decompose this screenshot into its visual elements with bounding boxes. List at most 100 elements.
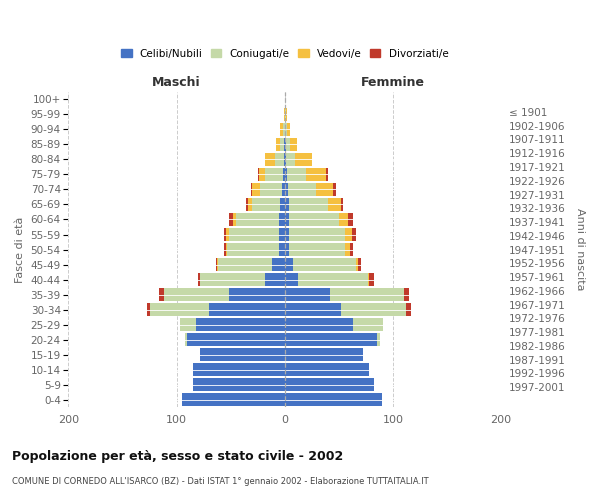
Bar (229, 228, 280, 241)
Bar (285, 258, 293, 271)
Bar (289, 198, 328, 211)
Bar (326, 168, 328, 181)
Bar (285, 183, 288, 196)
Bar (285, 153, 286, 166)
Bar (286, 138, 290, 150)
Bar (377, 334, 380, 346)
Bar (246, 198, 248, 211)
Bar (253, 198, 280, 211)
Bar (187, 334, 285, 346)
Bar (226, 228, 229, 241)
Text: Popolazione per età, sesso e stato civile - 2002: Popolazione per età, sesso e stato civil… (12, 450, 343, 463)
Bar (280, 243, 285, 256)
Bar (272, 258, 285, 271)
Bar (209, 304, 285, 316)
Bar (289, 213, 339, 226)
Bar (358, 258, 361, 271)
Bar (193, 364, 285, 376)
Bar (285, 108, 286, 120)
Bar (248, 198, 253, 211)
Bar (283, 168, 285, 181)
Bar (284, 153, 285, 166)
Bar (149, 304, 209, 316)
Bar (265, 168, 283, 181)
Y-axis label: Fasce di età: Fasce di età (15, 216, 25, 282)
Bar (224, 243, 226, 256)
Bar (285, 348, 362, 361)
Bar (285, 304, 341, 316)
Bar (368, 273, 369, 286)
Bar (196, 318, 285, 331)
Bar (285, 243, 289, 256)
Bar (180, 318, 196, 331)
Bar (280, 123, 283, 136)
Bar (198, 273, 200, 286)
Bar (406, 304, 412, 316)
Bar (293, 258, 356, 271)
Bar (218, 258, 272, 271)
Bar (285, 334, 377, 346)
Bar (346, 243, 350, 256)
Bar (265, 153, 275, 166)
Bar (233, 213, 236, 226)
Bar (229, 288, 285, 301)
Bar (285, 213, 289, 226)
Bar (289, 228, 346, 241)
Bar (287, 168, 307, 181)
Bar (276, 138, 280, 150)
Bar (346, 228, 352, 241)
Bar (283, 123, 285, 136)
Bar (289, 243, 346, 256)
Bar (290, 138, 297, 150)
Bar (275, 153, 284, 166)
Bar (285, 198, 289, 211)
Bar (148, 304, 149, 316)
Bar (259, 168, 265, 181)
Bar (200, 348, 285, 361)
Bar (251, 183, 253, 196)
Bar (352, 228, 356, 241)
Bar (341, 198, 343, 211)
Bar (285, 138, 286, 150)
Bar (215, 258, 217, 271)
Bar (258, 168, 259, 181)
Bar (287, 123, 290, 136)
Legend: Celibi/Nubili, Coniugati/e, Vedovi/e, Divorziati/e: Celibi/Nubili, Coniugati/e, Vedovi/e, Di… (117, 44, 452, 62)
Bar (285, 123, 287, 136)
Bar (236, 213, 280, 226)
Bar (200, 273, 265, 286)
Bar (316, 183, 334, 196)
Bar (224, 228, 226, 241)
Bar (265, 273, 285, 286)
Bar (285, 288, 330, 301)
Bar (285, 228, 289, 241)
Bar (280, 228, 285, 241)
Bar (229, 213, 233, 226)
Bar (286, 153, 295, 166)
Bar (193, 378, 285, 391)
Bar (285, 168, 287, 181)
Text: Maschi: Maschi (152, 76, 201, 88)
Bar (164, 288, 229, 301)
Bar (330, 288, 404, 301)
Bar (328, 198, 341, 211)
Bar (347, 213, 353, 226)
Y-axis label: Anni di nascita: Anni di nascita (575, 208, 585, 291)
Bar (369, 273, 374, 286)
Bar (281, 183, 285, 196)
Bar (286, 108, 287, 120)
Bar (353, 318, 383, 331)
Bar (307, 168, 326, 181)
Bar (285, 394, 382, 406)
Bar (285, 378, 374, 391)
Bar (284, 108, 285, 120)
Bar (285, 364, 369, 376)
Bar (295, 153, 312, 166)
Bar (260, 183, 281, 196)
Bar (288, 183, 316, 196)
Bar (350, 243, 353, 256)
Bar (339, 213, 347, 226)
Bar (280, 138, 284, 150)
Bar (217, 258, 218, 271)
Bar (227, 243, 280, 256)
